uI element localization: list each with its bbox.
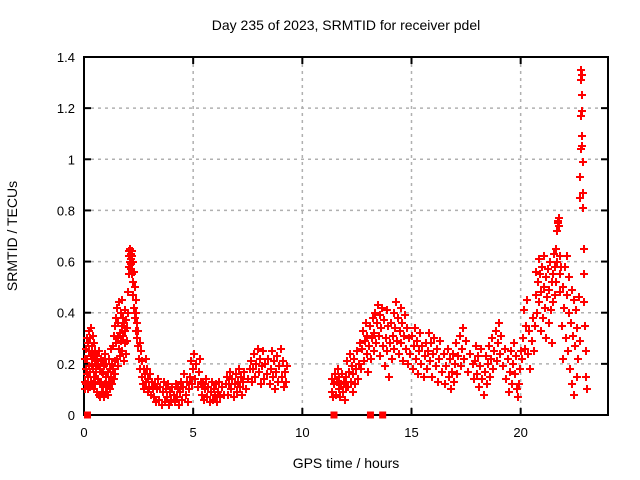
baseline-square-marker	[83, 411, 91, 419]
y-tick-label: 1.4	[57, 50, 75, 65]
y-tick-label: 1.2	[57, 101, 75, 116]
baseline-square-marker	[366, 411, 374, 419]
baseline-square-marker	[330, 411, 338, 419]
x-tick-label: 5	[190, 425, 197, 440]
baseline-square-marker	[379, 411, 387, 419]
x-tick-label: 10	[295, 425, 309, 440]
plot-border	[83, 56, 609, 416]
x-tick-label: 15	[404, 425, 418, 440]
x-tick-label: 20	[513, 425, 527, 440]
tick-labels: 0 5 10 15 20 0 0.2 0.4 0.6 0.8 1 1.2 1.4	[57, 50, 528, 440]
x-axis-label: GPS time / hours	[293, 455, 400, 471]
y-tick-label: 0.4	[57, 306, 75, 321]
y-tick-label: 0.8	[57, 203, 75, 218]
y-tick-label: 0.2	[57, 357, 75, 372]
scatter-plus-markers	[81, 66, 591, 409]
x-tick-label: 0	[80, 425, 87, 440]
y-tick-label: 1	[68, 152, 75, 167]
y-tick-label: 0.6	[57, 255, 75, 270]
y-axis-label: SRMTID / TECUs	[4, 181, 20, 291]
axis-ticks	[83, 56, 608, 416]
data-points	[81, 66, 591, 419]
grid-lines	[84, 57, 608, 415]
y-tick-label: 0	[68, 408, 75, 423]
chart-title: Day 235 of 2023, SRMTID for receiver pde…	[212, 17, 480, 33]
